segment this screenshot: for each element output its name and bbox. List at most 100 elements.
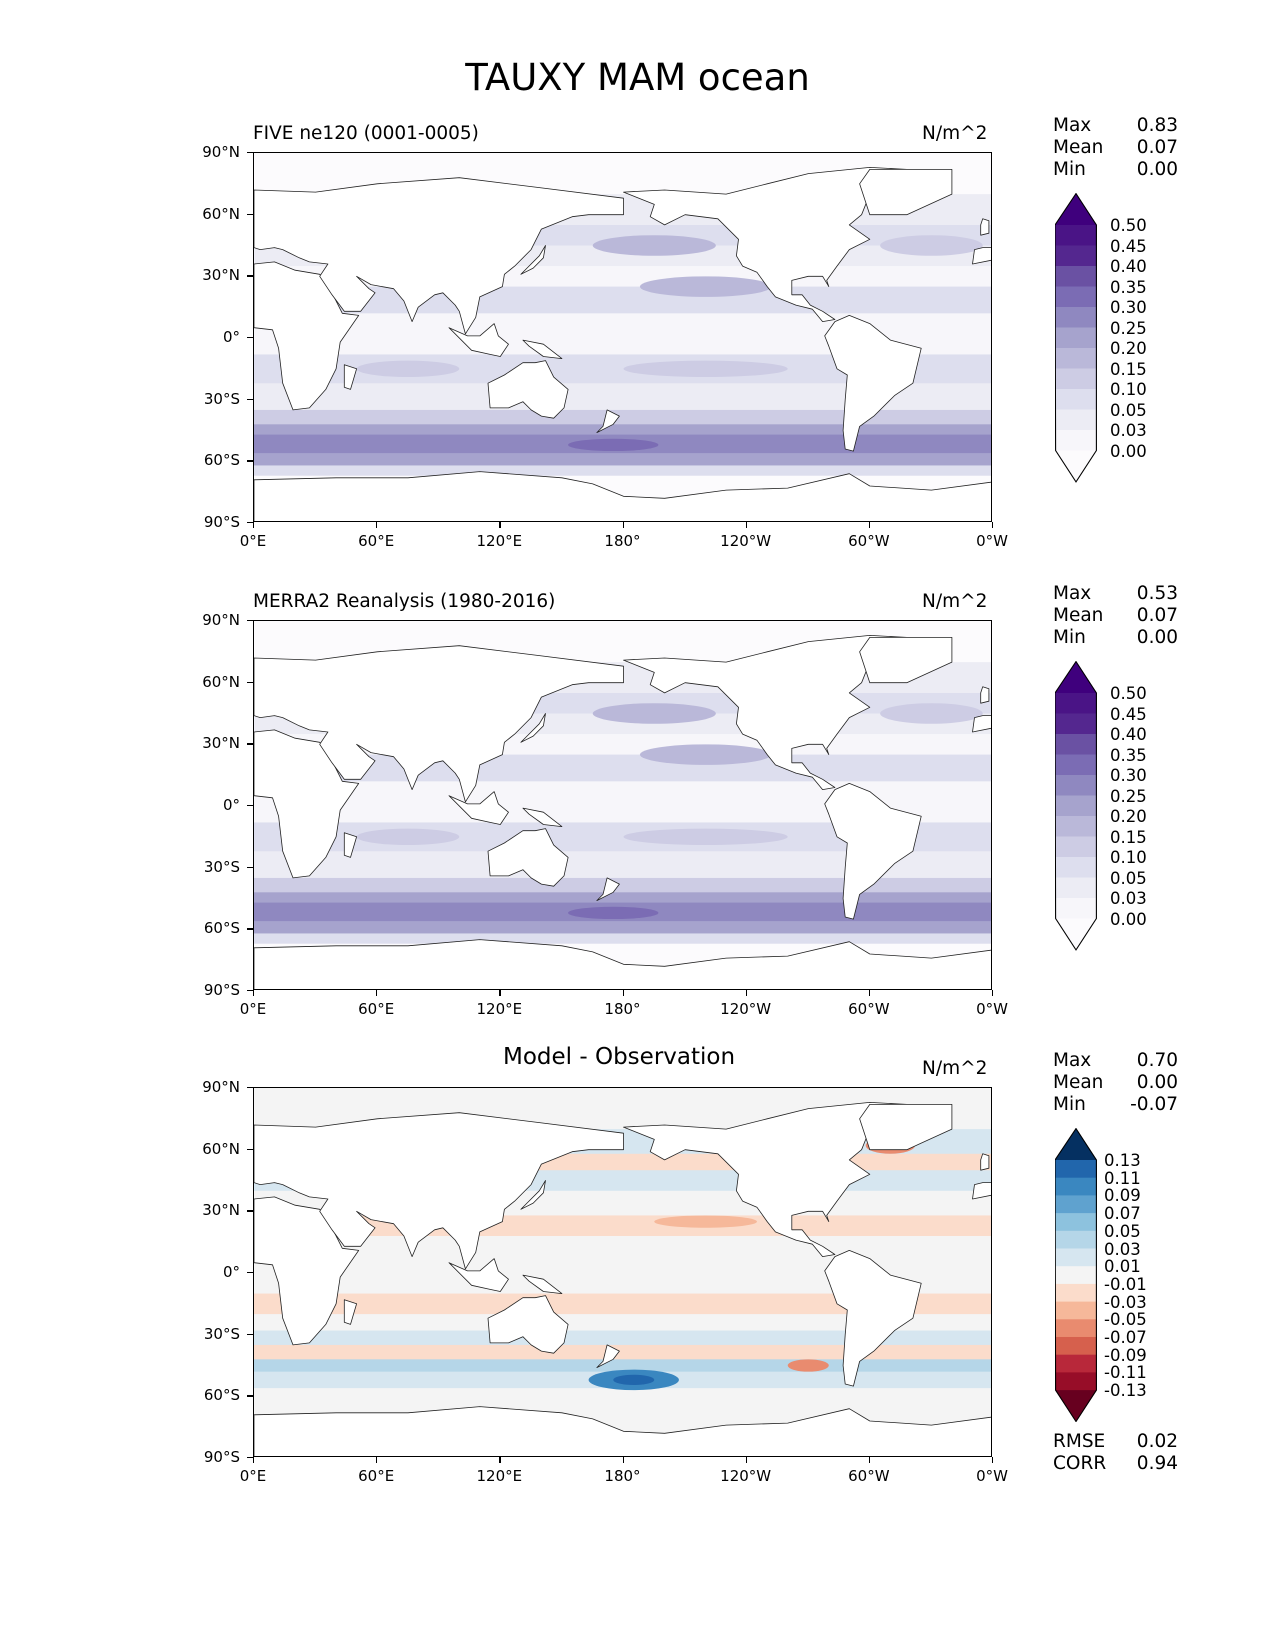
y-tick-mark bbox=[247, 805, 253, 807]
x-tick-mark bbox=[868, 1457, 871, 1463]
contour-band-13 bbox=[254, 465, 991, 477]
coastline-uk bbox=[980, 1153, 990, 1171]
stat-value-corr: 0.94 bbox=[1136, 1453, 1178, 1474]
y-tick-label: 0° bbox=[222, 796, 240, 814]
colorbar-level-label: 0.40 bbox=[1110, 725, 1147, 744]
stat-label-max: Max bbox=[1053, 583, 1092, 604]
y-tick-label: 60°N bbox=[202, 1139, 240, 1158]
y-tick-label: 30°S bbox=[203, 389, 240, 408]
colorbar-level-label: 0.50 bbox=[1110, 684, 1147, 703]
colorbar-level-label: -0.03 bbox=[1104, 1292, 1147, 1312]
contour-band-5 bbox=[254, 754, 991, 782]
colorbar-segment bbox=[1055, 348, 1097, 369]
colorbar-segment bbox=[1055, 389, 1097, 410]
contour-band-10 bbox=[254, 1330, 991, 1346]
y-tick-label: 30°N bbox=[202, 266, 240, 285]
x-tick-label: 60°W bbox=[848, 1000, 890, 1018]
x-tick-mark bbox=[499, 522, 501, 528]
colorbar-level-label: 0.13 bbox=[1104, 1151, 1141, 1170]
x-tick-mark bbox=[745, 990, 747, 996]
coastline-japan bbox=[520, 1180, 546, 1210]
x-tick-mark bbox=[499, 1457, 501, 1463]
colorbar-extend-max bbox=[1055, 193, 1097, 225]
colorbar-segment bbox=[1055, 795, 1097, 817]
panel-units: N/m^2 bbox=[922, 123, 988, 144]
coastline-japan bbox=[520, 245, 546, 275]
colorbar-level-label: 0.05 bbox=[1104, 1221, 1141, 1241]
coastline-antarctica bbox=[254, 471, 991, 521]
coastline-new-zealand bbox=[596, 1344, 620, 1369]
y-tick-label: 60°N bbox=[202, 672, 240, 691]
x-tick-label: 60°E bbox=[358, 1467, 395, 1485]
stat-label-min: Min bbox=[1053, 1094, 1086, 1115]
x-tick-mark bbox=[868, 990, 871, 996]
y-tick-label: 60°S bbox=[203, 451, 240, 470]
pacific-south-trade bbox=[623, 360, 788, 378]
colorbar-segment bbox=[1055, 836, 1097, 858]
colorbar-level-label: 0.35 bbox=[1110, 745, 1147, 765]
y-tick-mark bbox=[247, 1087, 253, 1089]
colorbar-segment bbox=[1055, 713, 1097, 735]
panel-title: MERRA2 Reanalysis (1980-2016) bbox=[253, 591, 556, 612]
contour-field bbox=[254, 1088, 991, 1456]
coastline-africa bbox=[254, 261, 360, 411]
coastline-eurasia bbox=[254, 177, 624, 335]
colorbar-segment bbox=[1055, 1354, 1097, 1373]
colorbar-graphic bbox=[1055, 193, 1097, 483]
pacific-north-negative bbox=[654, 1215, 757, 1228]
contour-band-13 bbox=[254, 933, 991, 945]
colorbar-level-label: 0.10 bbox=[1110, 848, 1147, 867]
colorbar-segment bbox=[1055, 1159, 1097, 1179]
colorbar-segment bbox=[1055, 1319, 1097, 1338]
colorbar-segment bbox=[1055, 1177, 1097, 1196]
stat-value-rmse: 0.02 bbox=[1136, 1431, 1178, 1452]
x-tick-mark bbox=[376, 522, 378, 528]
colorbar-segment bbox=[1055, 734, 1097, 755]
y-tick-label: 90°N bbox=[202, 143, 240, 161]
contour-band-12 bbox=[254, 453, 991, 466]
y-tick-mark bbox=[247, 1457, 253, 1459]
x-tick-label: 180° bbox=[604, 1000, 641, 1018]
x-tick-mark bbox=[499, 990, 501, 996]
y-tick-label: 30°S bbox=[203, 1324, 240, 1343]
x-tick-mark bbox=[253, 522, 255, 528]
x-tick-label: 60°E bbox=[358, 532, 395, 550]
x-tick-label: 180° bbox=[604, 532, 641, 550]
contour-band-9 bbox=[254, 877, 991, 893]
colorbar-segment bbox=[1055, 816, 1097, 837]
y-tick-label: 60°S bbox=[203, 919, 240, 938]
contour-field bbox=[254, 621, 991, 989]
contour-band-12 bbox=[254, 921, 991, 934]
coastline-south-america bbox=[824, 782, 922, 920]
colorbar bbox=[1055, 661, 1097, 951]
colorbar-segment bbox=[1055, 693, 1097, 714]
coastline-indonesia bbox=[448, 323, 509, 357]
colorbar-level-label: 0.45 bbox=[1110, 236, 1147, 256]
stat-label-min: Min bbox=[1053, 159, 1086, 180]
y-tick-mark bbox=[247, 1272, 253, 1274]
y-tick-mark bbox=[247, 1148, 253, 1150]
pacific-north-max bbox=[639, 744, 772, 765]
coastline-south-america bbox=[824, 1249, 922, 1387]
colorbar-level-label: 0.30 bbox=[1110, 766, 1147, 785]
x-tick-mark bbox=[622, 522, 624, 528]
x-tick-mark bbox=[992, 522, 994, 528]
coastline-uk bbox=[980, 218, 990, 236]
indian-south-trade bbox=[356, 828, 460, 846]
colorbar-segment bbox=[1055, 409, 1097, 431]
coastline-indonesia bbox=[448, 791, 509, 825]
colorbar bbox=[1055, 1128, 1097, 1423]
x-tick-label: 60°W bbox=[848, 1467, 890, 1485]
contour-band-10 bbox=[254, 424, 991, 436]
x-tick-mark bbox=[992, 990, 994, 996]
stat-value-min: 0.00 bbox=[1136, 159, 1178, 180]
y-tick-mark bbox=[247, 681, 253, 683]
y-tick-label: 30°N bbox=[202, 1201, 240, 1220]
colorbar-segment bbox=[1055, 1248, 1097, 1267]
coastline-new-zealand bbox=[596, 877, 620, 902]
colorbar-level-label: 0.05 bbox=[1110, 868, 1147, 888]
y-tick-label: 90°N bbox=[202, 611, 240, 629]
colorbar-level-label: 0.03 bbox=[1110, 889, 1147, 908]
colorbar-level-label: -0.07 bbox=[1104, 1328, 1147, 1347]
colorbar-level-label: 0.15 bbox=[1110, 359, 1147, 379]
